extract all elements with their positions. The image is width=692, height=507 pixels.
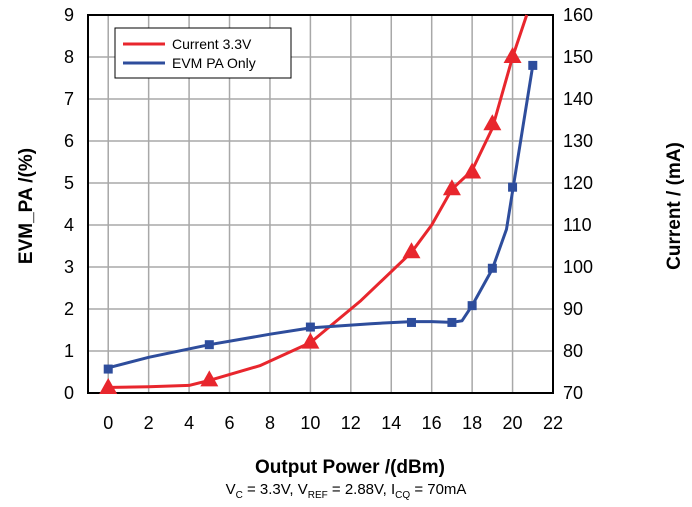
y2-tick-label: 70 bbox=[563, 383, 583, 403]
triangle-marker bbox=[301, 333, 319, 349]
y2-axis-title: Current / (mA) bbox=[664, 142, 685, 270]
square-marker bbox=[468, 301, 477, 310]
x-tick-label: 12 bbox=[341, 413, 361, 433]
y2-tick-label: 130 bbox=[563, 131, 593, 151]
triangle-marker bbox=[463, 163, 481, 179]
x-tick-label: 2 bbox=[144, 413, 154, 433]
caption-vref-value: = 2.88V, I bbox=[328, 481, 395, 498]
square-marker bbox=[205, 340, 214, 349]
triangle-marker bbox=[483, 114, 501, 130]
y2-tick-label: 140 bbox=[563, 89, 593, 109]
y-tick-label: 1 bbox=[64, 341, 74, 361]
x-tick-labels: 0 2 4 6 8 10 12 14 16 18 20 22 bbox=[103, 413, 563, 433]
x-tick-label: 22 bbox=[543, 413, 563, 433]
y2-tick-label: 160 bbox=[563, 5, 593, 25]
legend-label: EVM PA Only bbox=[172, 55, 256, 71]
caption-vref-sub: REF bbox=[308, 490, 328, 501]
caption-icq-value: = 70mA bbox=[410, 481, 466, 498]
y-tick-label: 2 bbox=[64, 299, 74, 319]
square-marker bbox=[508, 183, 517, 192]
y2-tick-labels: 70 80 90 100 110 120 130 140 150 160 bbox=[563, 5, 593, 403]
legend-label: Current 3.3V bbox=[172, 36, 252, 52]
x-tick-label: 6 bbox=[225, 413, 235, 433]
x-tick-label: 20 bbox=[503, 413, 523, 433]
caption-vc-value: = 3.3V, V bbox=[243, 481, 308, 498]
y2-tick-label: 120 bbox=[563, 173, 593, 193]
square-marker bbox=[104, 365, 113, 374]
y-tick-label: 6 bbox=[64, 131, 74, 151]
y2-tick-label: 90 bbox=[563, 299, 583, 319]
caption-icq-sub: CQ bbox=[395, 490, 410, 501]
y-tick-label: 3 bbox=[64, 257, 74, 277]
square-marker bbox=[447, 318, 456, 327]
square-marker bbox=[407, 318, 416, 327]
y-tick-label: 5 bbox=[64, 173, 74, 193]
caption-vc-sub: C bbox=[236, 490, 243, 501]
y2-tick-label: 150 bbox=[563, 47, 593, 67]
y-tick-label: 7 bbox=[64, 89, 74, 109]
y2-tick-label: 100 bbox=[563, 257, 593, 277]
square-marker bbox=[306, 323, 315, 332]
y2-tick-label: 80 bbox=[563, 341, 583, 361]
series-line bbox=[108, 65, 533, 367]
y-tick-label: 9 bbox=[64, 5, 74, 25]
x-tick-label: 8 bbox=[265, 413, 275, 433]
x-tick-label: 16 bbox=[422, 413, 442, 433]
x-tick-label: 4 bbox=[184, 413, 194, 433]
y2-tick-label: 110 bbox=[563, 215, 592, 235]
conditions-caption: VC = 3.3V, VREF = 2.88V, ICQ = 70mA bbox=[0, 481, 692, 501]
square-marker bbox=[488, 264, 497, 273]
square-marker bbox=[528, 61, 537, 70]
y-tick-label: 4 bbox=[64, 215, 74, 235]
x-tick-label: 10 bbox=[300, 413, 320, 433]
y-tick-label: 8 bbox=[64, 47, 74, 67]
y-tick-label: 0 bbox=[64, 383, 74, 403]
x-tick-label: 14 bbox=[381, 413, 401, 433]
triangle-marker bbox=[504, 47, 522, 63]
y-tick-labels: 0 1 2 3 4 5 6 7 8 9 bbox=[64, 5, 74, 403]
legend: Current 3.3V EVM PA Only bbox=[115, 28, 291, 78]
caption-vc: V bbox=[226, 481, 236, 498]
x-tick-label: 0 bbox=[103, 413, 113, 433]
y-axis-title: EVM_PA /(%) bbox=[16, 148, 37, 264]
x-axis-title: Output Power /(dBm) bbox=[255, 457, 445, 478]
x-tick-label: 18 bbox=[462, 413, 482, 433]
